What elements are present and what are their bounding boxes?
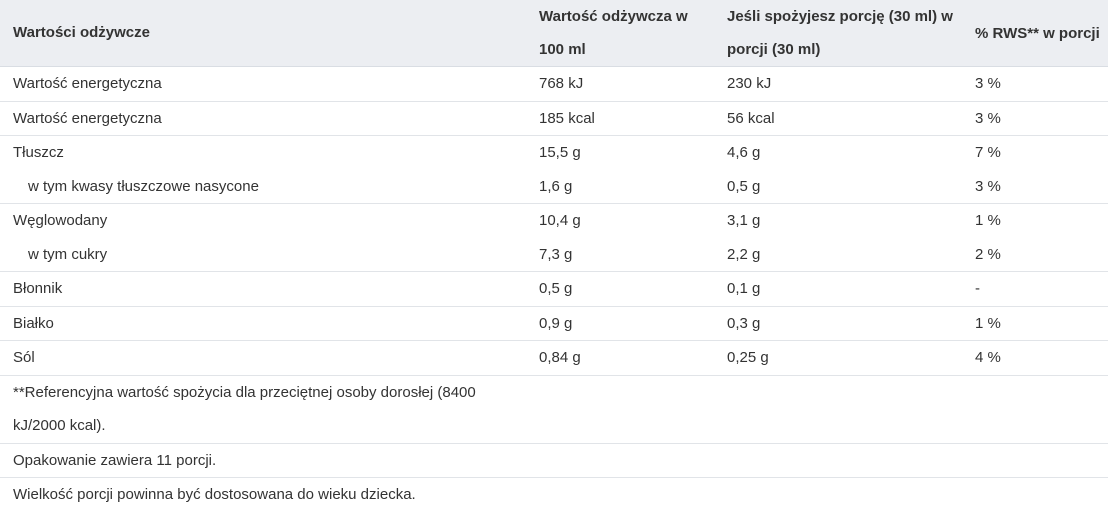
row-per-100ml: 768 kJ — [539, 75, 584, 92]
note-row: Opakowanie zawiera 11 porcji. — [0, 442, 1108, 478]
table-row: Sól 0,84 g 0,25 g 4 % — [0, 340, 1108, 375]
row-name: Białko — [0, 305, 526, 341]
portion-advice-note: Wielkość porcji powinna być dostosowana … — [0, 477, 1108, 512]
header-per-portion: Jeśli spożyjesz porcję (30 ml) w porcji … — [714, 0, 962, 67]
row-per-portion: 4,6 g — [714, 135, 962, 170]
header-rws: % RWS** w porcji — [962, 0, 1108, 67]
table-row: Wartość energetyczna 768 kJ 230 kJ 3 % — [0, 67, 1108, 102]
servings-note: Opakowanie zawiera 11 porcji. — [0, 442, 1108, 478]
row-name: Wartość energetyczna — [13, 75, 162, 92]
table-row: Węglowodany 10,4 g 3,1 g 1 % — [0, 203, 1108, 238]
row-per-100ml: 1,6 g — [539, 177, 573, 195]
row-name: w tym kwasy tłuszczowe nasycone — [28, 177, 259, 195]
row-per-100ml: 185 kcal — [526, 100, 714, 136]
row-per-100ml: 15,5 g — [526, 135, 714, 170]
reference-intake-text: **Referencyjna wartość spożycia dla prze… — [13, 383, 476, 435]
row-rws: 1 % — [962, 203, 1108, 238]
table-body: Wartość energetyczna 768 kJ 230 kJ 3 % W… — [0, 67, 1108, 512]
table-row: Tłuszcz 15,5 g 4,6 g 7 % — [0, 135, 1108, 170]
reference-intake-note: **Referencyjna wartość spożycia dla prze… — [0, 374, 1108, 443]
row-name: w tym cukry — [28, 245, 108, 263]
row-name: Błonnik — [0, 271, 526, 306]
row-rws: 3 % — [962, 100, 1108, 136]
row-per-portion: 0,5 g — [727, 177, 761, 195]
table-row: Białko 0,9 g 0,3 g 1 % — [0, 305, 1108, 341]
row-per-portion: 230 kJ — [727, 75, 772, 92]
table-row: w tym cukry 7,3 g 2,2 g 2 % — [0, 238, 1108, 272]
row-per-100ml: 0,84 g — [526, 340, 714, 375]
row-name: Sól — [0, 340, 526, 375]
row-per-100ml: 7,3 g — [539, 245, 573, 263]
table-row: w tym kwasy tłuszczowe nasycone 1,6 g 0,… — [0, 170, 1108, 204]
row-per-portion: 0,3 g — [714, 305, 962, 341]
row-per-portion: 0,1 g — [714, 271, 962, 306]
row-rws: 7 % — [962, 135, 1108, 170]
note-row: **Referencyjna wartość spożycia dla prze… — [0, 374, 1108, 443]
row-rws: 4 % — [962, 340, 1108, 375]
row-name: Węglowodany — [0, 203, 526, 238]
row-per-100ml: 0,5 g — [526, 271, 714, 306]
header-per-100ml: Wartość odżywcza w 100 ml — [526, 0, 714, 67]
row-per-portion: 0,25 g — [714, 340, 962, 375]
row-name: Tłuszcz — [0, 135, 526, 170]
row-per-portion: 3,1 g — [714, 203, 962, 238]
row-per-portion: 56 kcal — [714, 100, 962, 136]
row-rws: 3 % — [975, 177, 1001, 195]
table-row: Wartość energetyczna 185 kcal 56 kcal 3 … — [0, 100, 1108, 136]
row-per-portion: 2,2 g — [727, 245, 761, 263]
row-per-100ml: 10,4 g — [526, 203, 714, 238]
row-rws: 1 % — [962, 305, 1108, 341]
table-row: Błonnik 0,5 g 0,1 g - — [0, 271, 1108, 306]
row-rws: 3 % — [975, 75, 1001, 92]
row-rws: 2 % — [975, 245, 1001, 263]
row-per-100ml: 0,9 g — [526, 305, 714, 341]
row-rws: - — [962, 271, 1108, 306]
note-row: Wielkość porcji powinna być dostosowana … — [0, 477, 1108, 512]
table-header: Wartości odżywcze Wartość odżywcza w 100… — [0, 0, 1108, 67]
header-row: Wartości odżywcze Wartość odżywcza w 100… — [0, 0, 1108, 67]
row-name: Wartość energetyczna — [0, 100, 526, 136]
header-nutrients: Wartości odżywcze — [0, 0, 526, 67]
